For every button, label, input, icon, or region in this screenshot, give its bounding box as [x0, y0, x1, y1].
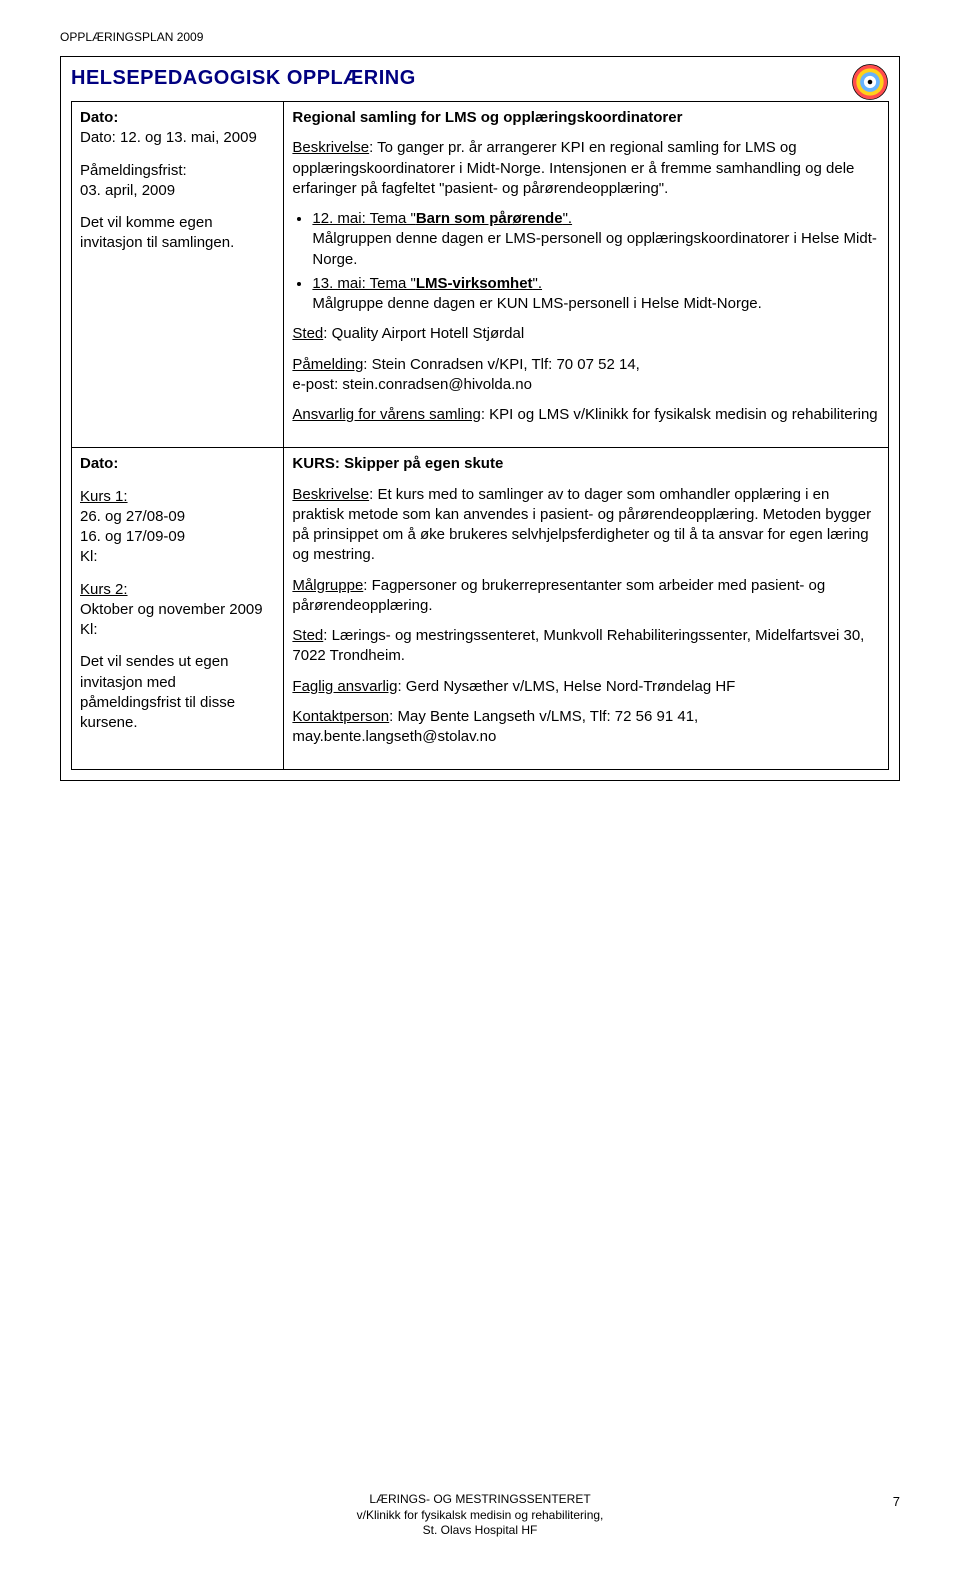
dato-value: Dato: 12. og 13. mai, 2009 [80, 128, 275, 148]
list-item: 12. mai: Tema "Barn som pårørende". Målg… [312, 209, 880, 270]
list-item: 13. mai: Tema "LMS-virksomhet". Målgrupp… [312, 274, 880, 315]
course-table: Dato: Dato: 12. og 13. mai, 2009 Påmeldi… [71, 101, 889, 770]
content-box: HELSEPEDAGOGISK OPPLÆRING Dato: Dato [60, 56, 900, 781]
invite-note: Det vil komme egen invitasjon til samlin… [80, 213, 275, 254]
kl2: Kl: [80, 620, 275, 640]
invite-note: Det vil sendes ut egen invitasjon med på… [80, 652, 275, 733]
beskrivelse-text: : To ganger pr. år arrangerer KPI en reg… [292, 139, 854, 197]
row2-faglig: Faglig ansvarlig: Gerd Nysæther v/LMS, H… [292, 677, 880, 697]
dato-label: Dato: [80, 454, 275, 474]
row1-sted: Sted: Quality Airport Hotell Stjørdal [292, 324, 880, 344]
footer-line2: v/Klinikk for fysikalsk medisin og rehab… [0, 1508, 960, 1524]
row2-left: Dato: Kurs 1: 26. og 27/08-09 16. og 17/… [72, 448, 284, 770]
page-footer: LÆRINGS- OG MESTRINGSSENTERET v/Klinikk … [0, 1492, 960, 1539]
row1-bullets: 12. mai: Tema "Barn som pårørende". Målg… [292, 209, 880, 314]
row1-left: Dato: Dato: 12. og 13. mai, 2009 Påmeldi… [72, 102, 284, 448]
kurs1-label: Kurs 1: [80, 487, 275, 507]
dato-label: Dato: [80, 108, 275, 128]
kurs2-label: Kurs 2: [80, 580, 275, 600]
running-head: OPPLÆRINGSPLAN 2009 [60, 30, 900, 44]
row1-ansvarlig: Ansvarlig for vårens samling: KPI og LMS… [292, 405, 880, 425]
frist-value: 03. april, 2009 [80, 181, 275, 201]
kurs1-line1: 26. og 27/08-09 [80, 507, 275, 527]
footer-line1: LÆRINGS- OG MESTRINGSSENTERET [0, 1492, 960, 1508]
row1-description: Beskrivelse: To ganger pr. år arrangerer… [292, 138, 880, 199]
table-row: Dato: Dato: 12. og 13. mai, 2009 Påmeldi… [72, 102, 889, 448]
kurs1-line2: 16. og 17/09-09 [80, 527, 275, 547]
row2-malgruppe: Målgruppe: Fagpersoner og brukerrepresen… [292, 576, 880, 617]
row1-title: Regional samling for LMS og opplæringsko… [292, 108, 880, 128]
row2-right: KURS: Skipper på egen skute Beskrivelse:… [284, 448, 889, 770]
kl1: Kl: [80, 547, 275, 567]
row2-kontakt: Kontaktperson: May Bente Langseth v/LMS,… [292, 707, 880, 748]
table-row: Dato: Kurs 1: 26. og 27/08-09 16. og 17/… [72, 448, 889, 770]
row2-sted: Sted: Lærings- og mestringssenteret, Mun… [292, 626, 880, 667]
beskrivelse-label: Beskrivelse [292, 139, 369, 156]
row1-pamelding: Påmelding: Stein Conradsen v/KPI, Tlf: 7… [292, 355, 880, 396]
footer-line3: St. Olavs Hospital HF [0, 1523, 960, 1539]
kurs2-line1: Oktober og november 2009 [80, 600, 275, 620]
row2-title: KURS: Skipper på egen skute [292, 454, 880, 474]
section-title: HELSEPEDAGOGISK OPPLÆRING [71, 67, 416, 90]
row2-description: Beskrivelse: Et kurs med to samlinger av… [292, 485, 880, 566]
section-header-row: HELSEPEDAGOGISK OPPLÆRING [71, 63, 889, 101]
frist-label: Påmeldingsfrist: [80, 161, 275, 181]
page: OPPLÆRINGSPLAN 2009 HELSEPEDAGOGISK OPPL… [0, 0, 960, 1569]
row1-right: Regional samling for LMS og opplæringsko… [284, 102, 889, 448]
target-icon [851, 63, 889, 101]
